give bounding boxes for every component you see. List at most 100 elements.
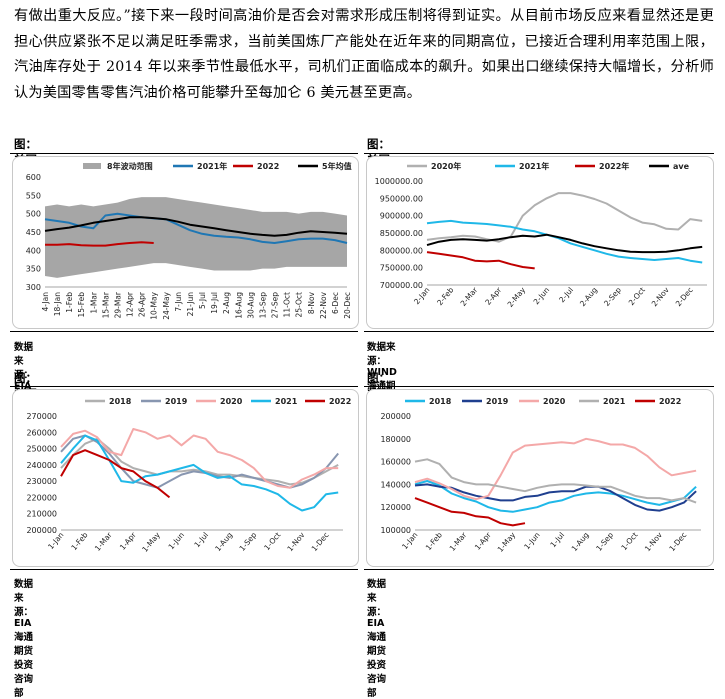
legend-label: 2021年 [197,161,227,171]
x-tick-label: 30-Aug [246,292,255,319]
chart-frame: 8年波动范围 2021年 2022 5年均值 300 350 400 450 500 550 600… [12,156,359,329]
source-note: 数据来源：EIA 海通期货投资咨询部 [14,579,34,699]
x-tick-label: 13-Sep [258,292,267,319]
x-tick-label: 19-Jul [210,292,219,314]
series-line-2021 [60,434,339,512]
legend-label: 2021 [275,397,298,406]
x-tick-label: 1-Dec [310,531,331,554]
body-paragraph: 有做出重大反应。”接下来一段时间高油价是否会对需求形成压制将得到证实。从目前市场… [14,8,714,101]
y-tick-label: 400 [26,246,41,255]
x-tick-label: 1-Nov [643,530,664,553]
x-tick-label: 2-Dec [674,286,695,309]
divider [10,569,358,570]
x-tick-label: 2-Jun [532,285,552,306]
legend-label: 2021 [603,397,626,406]
chart-frame: 2018 2019 2020 2021 2022 200000 210000 220000 23… [12,389,359,567]
series-line-2021年 [426,219,703,264]
x-tick-label: 1-Jul [192,531,210,550]
series-line-2018 [414,480,697,513]
chart-frame: 2020年 2021年 2022年 ave 700000.00 750000.00 8000… [366,156,714,329]
x-tick-label: 2-Feb [435,285,455,307]
series-line-2022 [414,497,526,527]
y-tick-label: 160000 [380,458,411,467]
series-line-2020年 [426,192,703,243]
divider [364,386,714,387]
y-tick-label: 350 [26,265,41,274]
x-tick-label: 1-Sep [594,530,615,553]
divider [10,331,358,332]
y-tick-label: 300 [26,283,41,292]
chart-frame: 2018 2019 2020 2021 2022 100000 120000 140000 16… [366,389,714,567]
legend-label: 2019 [486,397,509,406]
x-tick-label: 2-Mar [459,285,480,308]
divider [10,386,358,387]
range-band-area [45,197,347,278]
x-tick-label: 11-Oct [283,292,292,317]
y-tick-label: 1000000.00 [375,177,423,186]
legend-label: 2018 [429,397,452,406]
y-tick-label: 270000 [26,412,57,421]
x-tick-label: 21-Jun [186,292,195,317]
x-tick-label: 15-Feb [77,292,86,318]
series-line-ave [426,233,703,254]
x-tick-label: 1-Jun [167,530,187,551]
x-tick-label: 2-Nov [650,285,671,308]
legend-label: 2020年 [431,161,461,171]
y-tick-label: 230000 [26,477,57,486]
series-line-5年均值 [44,216,348,237]
x-tick-label: 1-Apr [473,530,494,552]
x-tick-label: 5-Jul [198,292,207,309]
x-tick-label: 1-Jul [548,531,566,550]
x-tick-label: 1-Jun [522,530,542,551]
legend-label: 2019 [165,397,188,406]
x-tick-label: 2-Jul [557,286,575,305]
x-tick-label: 1-May [140,530,162,554]
x-tick-label: 1-Mar [89,291,98,314]
x-tick-label: 26-Apr [138,291,147,317]
legend-swatch [83,163,101,169]
x-tick-label: 20-Dec [343,292,352,319]
y-tick-label: 100000 [380,526,411,535]
series-line-2020 [414,437,697,501]
legend-label: 2020 [220,397,243,406]
legend-label: 2022 [659,397,681,406]
y-tick-label: 700000.00 [380,281,423,290]
y-tick-label: 250000 [26,445,57,454]
x-tick-label: 18-Jan [53,292,62,316]
x-tick-label: 2-Aug [222,292,231,314]
y-tick-label: 500 [26,210,41,219]
x-tick-label: 1-Sep [238,530,259,553]
x-tick-label: 24-May [162,291,171,319]
x-tick-label: 8-Nov [307,291,316,314]
x-tick-label: 1-Oct [262,530,282,552]
x-tick-label: 2-Sep [602,285,623,308]
x-tick-label: 1-Nov [285,530,306,553]
series-line-2022年 [426,251,535,270]
series-line-2022 [45,241,154,247]
x-tick-label: 4-Jan [41,292,50,312]
source-note: 数据来源：EIA 海通期货投资咨询部 [367,579,387,699]
y-tick-label: 550 [26,191,41,200]
x-tick-label: 7-Jun [174,292,183,312]
x-tick-label: 27-Sep [271,292,280,319]
legend-label: 2020 [543,397,566,406]
y-tick-label: 210000 [26,510,57,519]
x-tick-label: 22-Nov [319,291,328,318]
x-tick-label: 1-Feb [69,530,89,552]
x-tick-label: 15-Mar [101,291,110,318]
y-tick-label: 180000 [380,435,411,444]
x-tick-label: 2-Oct [627,285,647,307]
legend-label: 8年波动范围 [107,161,153,171]
y-tick-label: 200000 [380,412,411,421]
crude-inventory-chart: 8年波动范围 2021年 2022 5年均值 300 350 400 450 500 550 600… [26,161,352,320]
x-tick-label: 1-Mar [93,530,114,553]
x-tick-label: 2-May [506,285,528,309]
x-tick-label: 1-Mar [448,530,469,553]
x-tick-label: 25-Oct [295,292,304,317]
diesel-inventory-chart: 2018 2019 2020 2021 2022 100000 120000 140000 16… [380,397,701,554]
series-line-2019 [414,483,697,512]
x-tick-label: 1-Dec [667,531,688,554]
x-tick-label: 1-Aug [570,530,591,553]
divider [364,331,714,332]
total-inventory-chart: 2020年 2021年 2022年 ave 700000.00 750000.00 8000… [375,161,707,309]
